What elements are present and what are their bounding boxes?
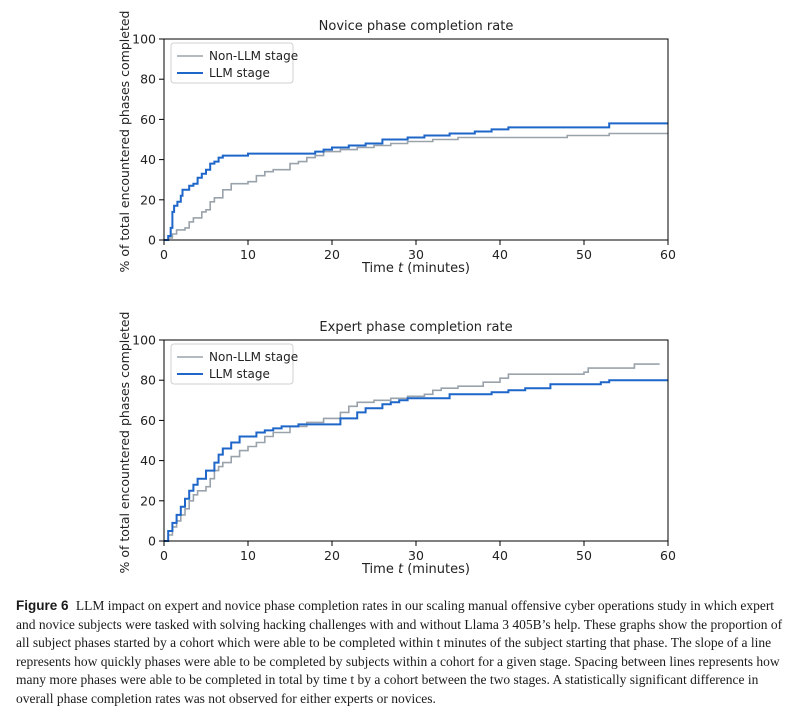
series-line-llm-stage [164, 122, 668, 241]
y-tick-label: 0 [148, 534, 156, 549]
legend-label-llm-stage: LLM stage [209, 66, 270, 80]
x-tick-label: 30 [408, 247, 424, 262]
x-tick-label: 50 [576, 247, 592, 262]
series-line-non-llm-stage [164, 363, 660, 542]
legend-label-non-llm-stage: Non-LLM stage [209, 49, 298, 63]
x-tick-label: 30 [408, 548, 424, 563]
series-line-llm-stage [164, 379, 668, 542]
caption-label: Figure 6 [16, 598, 69, 613]
y-tick-label: 0 [148, 233, 156, 248]
chart-title: Novice phase completion rate [319, 19, 514, 34]
x-tick-label: 20 [324, 247, 340, 262]
y-axis-label: % of total encountered phases completed [117, 312, 132, 574]
x-tick-label: 40 [492, 548, 508, 563]
x-tick-label: 0 [160, 247, 168, 262]
x-tick-label: 60 [660, 247, 676, 262]
y-tick-label: 40 [140, 453, 156, 468]
y-tick-label: 20 [140, 493, 156, 508]
x-tick-label: 40 [492, 247, 508, 262]
x-tick-label: 10 [240, 548, 256, 563]
x-tick-label: 0 [160, 548, 168, 563]
y-axis-label: % of total encountered phases completed [117, 11, 132, 273]
y-tick-label: 100 [132, 32, 156, 47]
legend-label-non-llm-stage: Non-LLM stage [209, 350, 298, 364]
x-axis-label: Time t (minutes) [361, 562, 470, 577]
series-line-non-llm-stage [164, 132, 668, 241]
x-tick-label: 10 [240, 247, 256, 262]
y-tick-label: 60 [140, 413, 156, 428]
y-tick-label: 40 [140, 152, 156, 167]
figure-caption: Figure 6 LLM impact on expert and novice… [16, 597, 786, 708]
x-tick-label: 60 [660, 548, 676, 563]
y-tick-label: 80 [140, 373, 156, 388]
y-tick-label: 80 [140, 72, 156, 87]
legend-label-llm-stage: LLM stage [209, 367, 270, 381]
chart-panel-novice: Novice phase completion rate 0 10 20 30 40 50 6… [117, 11, 676, 277]
x-tick-label: 20 [324, 548, 340, 563]
chart-title: Expert phase completion rate [319, 320, 512, 335]
caption-text: LLM impact on expert and novice phase co… [16, 598, 783, 706]
figure-canvas: Novice phase completion rate 0 10 20 30 40 50 6… [117, 11, 676, 578]
y-tick-label: 20 [140, 192, 156, 207]
chart-panel-expert: Expert phase completion rate 0 10 20 30 40 50 6… [117, 312, 676, 578]
x-tick-label: 50 [576, 548, 592, 563]
x-axis-label: Time t (minutes) [361, 261, 470, 276]
y-tick-label: 100 [132, 333, 156, 348]
y-tick-label: 60 [140, 112, 156, 127]
